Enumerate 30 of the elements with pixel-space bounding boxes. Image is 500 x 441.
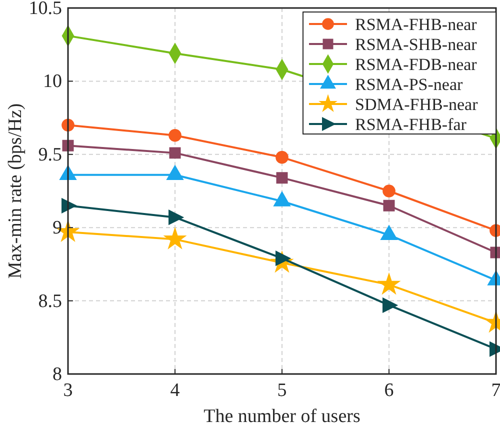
x-tick-label: 5	[277, 380, 287, 401]
point	[383, 200, 395, 212]
point	[276, 150, 288, 164]
y-tick-label: 8.5	[38, 290, 62, 312]
legend-label: RSMA-SHB-near	[355, 35, 478, 54]
point	[62, 198, 76, 214]
x-tick-label: 6	[384, 380, 394, 401]
point	[378, 273, 400, 294]
y-tick-label: 9	[52, 218, 62, 239]
legend-label: SDMA-FHB-near	[355, 95, 478, 114]
point	[382, 184, 396, 198]
legend-label: RSMA-PS-near	[355, 75, 464, 94]
point	[168, 128, 182, 142]
point	[276, 172, 288, 184]
y-tick-label: 9.5	[38, 144, 62, 166]
x-tick-label: 4	[170, 380, 180, 401]
legend-label: RSMA-FHB-far	[355, 115, 467, 134]
x-axis-title: The number of users	[204, 406, 360, 427]
legend-label: RSMA-FDB-near	[355, 55, 478, 74]
y-tick-label: 10	[43, 71, 62, 92]
x-tick-label: 3	[63, 380, 73, 401]
y-tick-label: 10.5	[28, 0, 62, 19]
legend-label: RSMA-FHB-near	[355, 15, 478, 34]
y-axis-title: Max-min rate (bps/Hz)	[5, 103, 26, 279]
point	[168, 210, 184, 225]
point	[169, 147, 181, 159]
y-tick-label: 8	[52, 364, 62, 385]
point	[382, 298, 398, 313]
point	[164, 228, 186, 249]
x-tick-label: 7	[491, 380, 500, 401]
